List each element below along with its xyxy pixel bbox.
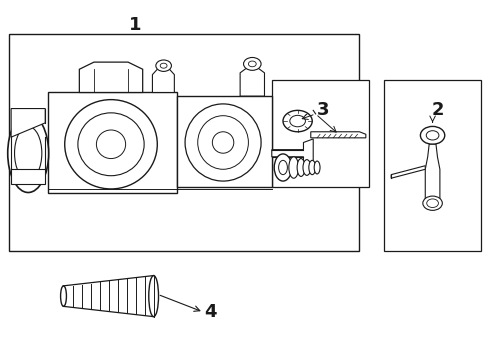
Ellipse shape — [290, 115, 305, 127]
Bar — [272, 80, 369, 187]
Ellipse shape — [15, 126, 42, 180]
Ellipse shape — [279, 160, 288, 175]
Ellipse shape — [274, 154, 292, 181]
Ellipse shape — [198, 116, 248, 169]
Text: 4: 4 — [205, 303, 217, 321]
Ellipse shape — [248, 61, 256, 67]
Ellipse shape — [61, 286, 67, 306]
Polygon shape — [11, 169, 45, 184]
Polygon shape — [152, 69, 174, 93]
Ellipse shape — [156, 60, 171, 71]
Ellipse shape — [244, 58, 261, 70]
Polygon shape — [240, 67, 265, 96]
Ellipse shape — [427, 199, 439, 207]
Ellipse shape — [283, 111, 312, 132]
Ellipse shape — [149, 275, 159, 317]
Ellipse shape — [160, 63, 167, 68]
Ellipse shape — [303, 159, 311, 175]
Polygon shape — [11, 109, 45, 137]
Text: 3: 3 — [317, 102, 329, 120]
Polygon shape — [177, 96, 272, 187]
Polygon shape — [48, 93, 177, 193]
Ellipse shape — [423, 196, 442, 210]
Ellipse shape — [297, 158, 305, 176]
Ellipse shape — [314, 161, 320, 174]
Polygon shape — [79, 62, 143, 93]
Ellipse shape — [426, 131, 439, 140]
Ellipse shape — [309, 160, 316, 175]
Text: 1: 1 — [129, 15, 142, 33]
Polygon shape — [272, 139, 313, 167]
Ellipse shape — [185, 104, 261, 181]
Ellipse shape — [97, 130, 125, 158]
Bar — [9, 33, 360, 251]
Ellipse shape — [65, 100, 157, 189]
Ellipse shape — [78, 113, 144, 176]
Ellipse shape — [212, 132, 234, 153]
Ellipse shape — [420, 126, 445, 144]
Polygon shape — [311, 132, 366, 138]
Text: 2: 2 — [431, 102, 444, 120]
Ellipse shape — [8, 114, 49, 193]
Polygon shape — [391, 166, 425, 178]
Polygon shape — [425, 144, 440, 203]
Bar — [384, 80, 481, 251]
Ellipse shape — [289, 157, 298, 178]
